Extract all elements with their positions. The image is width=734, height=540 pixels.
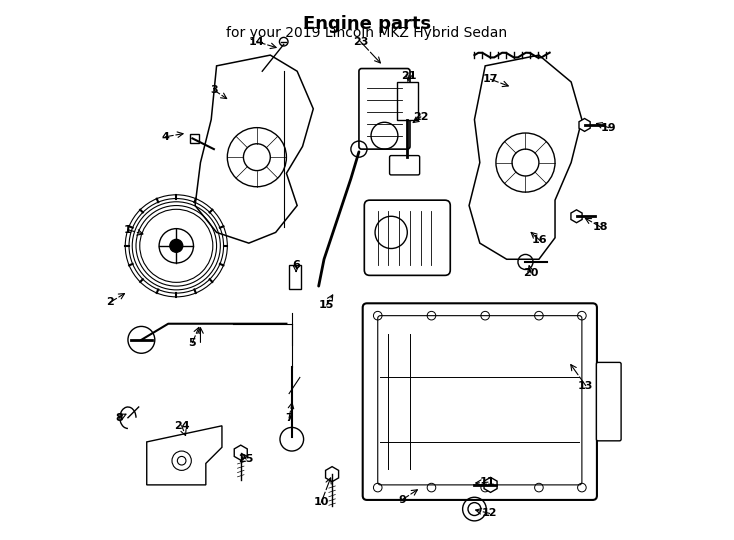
Text: 14: 14 [249, 37, 265, 46]
FancyBboxPatch shape [359, 69, 410, 149]
Text: 9: 9 [398, 495, 406, 505]
FancyBboxPatch shape [597, 362, 621, 441]
Text: 13: 13 [578, 381, 593, 390]
Text: 11: 11 [480, 477, 495, 487]
Text: 7: 7 [286, 413, 293, 423]
Text: 17: 17 [483, 75, 498, 84]
Text: for your 2019 Lincoln MKZ Hybrid Sedan: for your 2019 Lincoln MKZ Hybrid Sedan [226, 25, 508, 39]
Text: 1: 1 [124, 225, 132, 235]
FancyBboxPatch shape [363, 303, 597, 500]
Text: 2: 2 [106, 297, 114, 307]
FancyBboxPatch shape [396, 82, 418, 119]
FancyBboxPatch shape [289, 265, 301, 289]
Text: 25: 25 [239, 454, 254, 464]
Text: 12: 12 [482, 508, 497, 518]
Text: 21: 21 [401, 71, 417, 80]
Text: 6: 6 [292, 260, 300, 269]
Text: 15: 15 [319, 300, 335, 310]
Circle shape [280, 427, 304, 451]
Circle shape [170, 239, 183, 252]
Text: 23: 23 [353, 37, 368, 46]
Text: 10: 10 [313, 497, 329, 507]
Text: 20: 20 [523, 268, 539, 278]
FancyBboxPatch shape [189, 134, 200, 143]
Text: 8: 8 [115, 413, 123, 423]
Text: 4: 4 [161, 132, 170, 142]
Text: 18: 18 [593, 222, 608, 232]
Text: 5: 5 [189, 338, 196, 348]
Text: 3: 3 [210, 85, 218, 95]
Text: 16: 16 [532, 235, 548, 246]
Text: 19: 19 [601, 123, 617, 133]
Text: 24: 24 [174, 421, 189, 431]
FancyBboxPatch shape [390, 156, 420, 175]
FancyBboxPatch shape [364, 200, 450, 275]
Circle shape [280, 37, 288, 46]
Text: Engine parts: Engine parts [303, 15, 431, 33]
Text: 22: 22 [413, 112, 429, 122]
